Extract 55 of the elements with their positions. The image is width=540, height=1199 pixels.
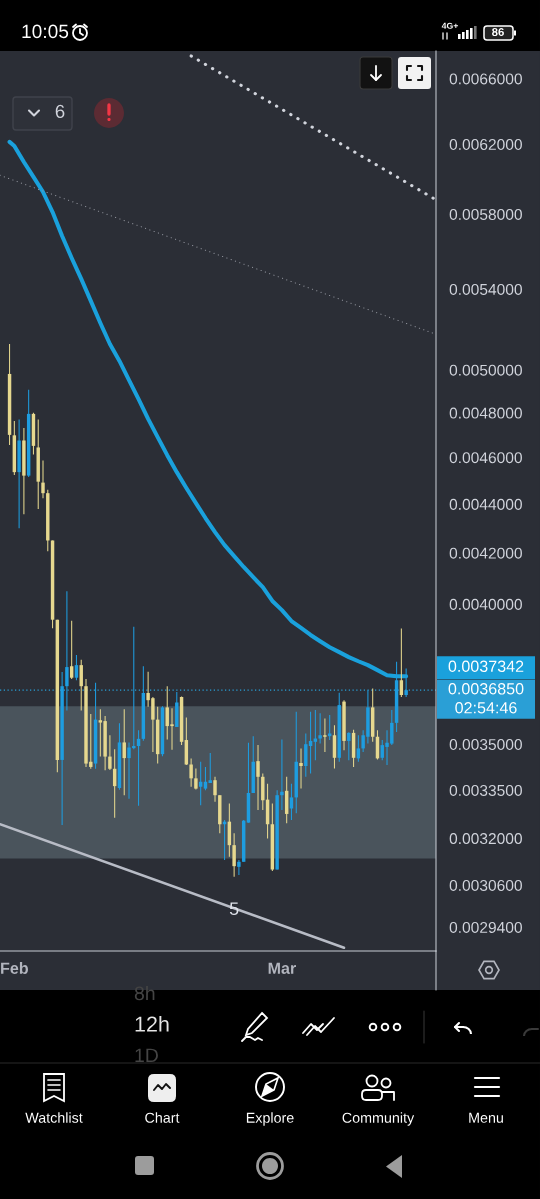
candlestick (194, 767, 198, 791)
candlestick (127, 741, 131, 800)
candlestick (289, 783, 294, 821)
ref-line-label: 0.0036850 (448, 683, 524, 695)
candlestick (318, 712, 322, 745)
text: 10:05 (22, 24, 69, 39)
text: Community (342, 1112, 415, 1126)
y-tick-label: 0.0048000 (449, 407, 522, 419)
text: Explore (246, 1112, 294, 1126)
candlestick (304, 732, 308, 778)
candlestick (189, 757, 193, 788)
candlestick (213, 776, 217, 803)
y-tick-label: 0.0046000 (449, 452, 522, 464)
annotation: 6 (55, 104, 65, 119)
y-tick-label: 0.0032000 (449, 833, 522, 845)
y-tick-label: 0.0044000 (449, 498, 522, 510)
y-tick-label: 0.0030600 (449, 879, 522, 891)
y-tick-label: 0.0066000 (449, 73, 522, 85)
x-tick-label: Feb (1, 962, 28, 974)
text: Menu (469, 1112, 503, 1123)
y-tick-label: 0.0058000 (449, 208, 522, 220)
text: 4G+ (441, 22, 459, 29)
text: Chart (145, 1112, 180, 1123)
text: Watchlist (25, 1112, 83, 1123)
candlestick (170, 707, 174, 751)
candlestick (98, 708, 103, 758)
y-tick-label: 0.0050000 (449, 364, 522, 376)
y-tick-label: 0.0040000 (449, 598, 522, 610)
y-tick-label: 0.0029400 (449, 921, 522, 933)
candlestick (108, 734, 112, 771)
text: 0.0037342 (448, 660, 524, 672)
text: 86 (492, 27, 504, 37)
x-tick-label: Mar (268, 962, 296, 974)
candlestick (256, 744, 260, 811)
candlestick (74, 654, 79, 681)
candlestick (261, 772, 265, 811)
text: 1D (135, 1048, 158, 1063)
candlestick (323, 717, 327, 753)
text: 12h (135, 1015, 169, 1032)
candlestick (232, 832, 236, 878)
y-tick-label: 0.0054000 (449, 283, 522, 295)
y-tick-label: 0.0042000 (449, 547, 522, 559)
candlestick (41, 459, 45, 499)
candlestick (327, 714, 332, 741)
y-tick-label: 0.0062000 (449, 139, 522, 151)
text: 02:54:46 (455, 702, 517, 714)
candlestick (280, 738, 284, 811)
candlestick (237, 859, 241, 876)
y-tick-label: 0.0035000 (449, 738, 522, 751)
text: 8h (134, 985, 155, 1001)
candlestick (347, 731, 351, 761)
candlestick (69, 620, 74, 680)
y-tick-label: 0.0033500 (449, 784, 522, 796)
candlestick (299, 747, 303, 790)
candlestick (208, 752, 212, 784)
